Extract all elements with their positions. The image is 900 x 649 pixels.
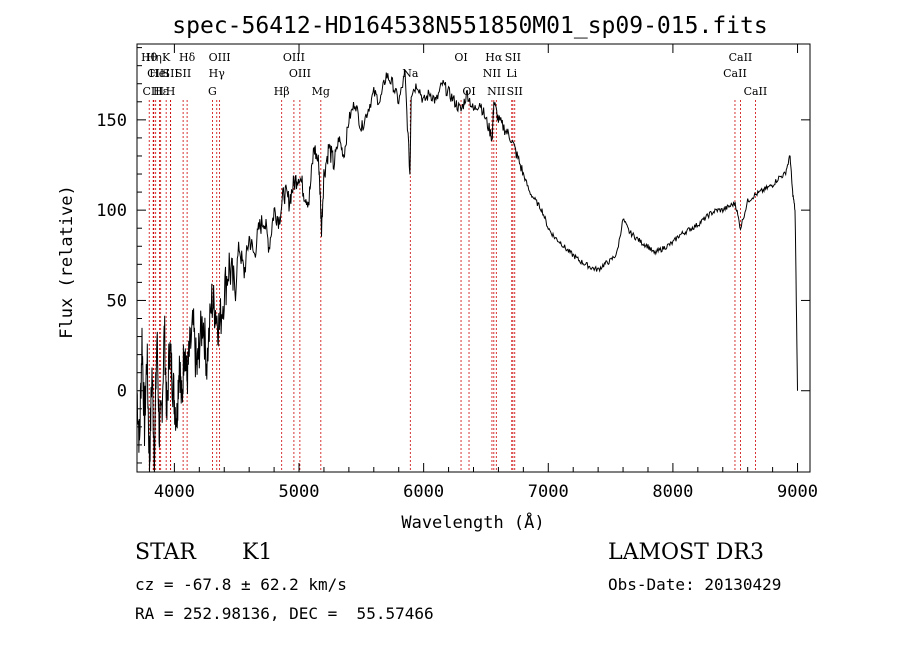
marker-label-7: Hη bbox=[146, 51, 162, 64]
marker-label-19: OI bbox=[454, 51, 467, 64]
marker-label-16: OIII bbox=[289, 67, 311, 80]
marker-label-12: Hγ bbox=[209, 67, 226, 80]
marker-label-15: OIII bbox=[283, 51, 305, 64]
x-tick-label-4000: 4000 bbox=[154, 482, 195, 502]
marker-label-13: G bbox=[208, 85, 217, 98]
marker-label-4: HeI bbox=[149, 67, 169, 80]
y-tick-label-50: 50 bbox=[107, 291, 127, 311]
marker-label-10: SII bbox=[175, 67, 191, 80]
x-axis-ticks: 4000 5000 6000 7000 8000 9000 bbox=[148, 44, 818, 502]
x-tick-label-8000: 8000 bbox=[652, 482, 693, 502]
spectrum-line bbox=[136, 70, 798, 473]
observation-date: Obs-Date: 20130429 bbox=[608, 575, 782, 594]
marker-label-6: SII bbox=[163, 67, 179, 80]
coordinates-readout: RA = 252.98136, DEC = 55.57466 bbox=[135, 604, 434, 623]
chart-title: spec-56412-HD164538N551850M01_sp09-015.f… bbox=[172, 13, 767, 39]
marker-label-21: Hα bbox=[485, 51, 503, 64]
object-class: STAR bbox=[135, 540, 196, 565]
marker-label-25: Li bbox=[506, 67, 517, 80]
marker-label-29: CaII bbox=[744, 85, 768, 98]
x-tick-label-7000: 7000 bbox=[528, 482, 569, 502]
marker-label-3: Hε bbox=[153, 85, 169, 98]
marker-label-24: SII bbox=[505, 51, 521, 64]
marker-label-26: SII bbox=[507, 85, 523, 98]
marker-label-11: OIII bbox=[209, 51, 231, 64]
x-tick-label-6000: 6000 bbox=[403, 482, 444, 502]
marker-label-27: CaII bbox=[729, 51, 753, 64]
marker-label-20: OI bbox=[462, 85, 475, 98]
marker-label-5: K bbox=[162, 51, 171, 64]
y-axis-ticks: 0 50 100 150 bbox=[96, 47, 810, 464]
marker-label-0: Hθ bbox=[141, 51, 158, 64]
y-axis-label: Flux (relative) bbox=[57, 185, 77, 339]
marker-label-1: CII bbox=[147, 67, 164, 80]
marker-label-9: Hδ bbox=[179, 51, 196, 64]
marker-label-2: CIII bbox=[142, 85, 163, 98]
x-axis-label: Wavelength (Å) bbox=[401, 511, 544, 533]
survey-name: LAMOST DR3 bbox=[608, 540, 764, 565]
marker-label-22: NII bbox=[483, 67, 501, 80]
marker-label-17: Mg bbox=[312, 85, 330, 98]
marker-label-8: H bbox=[166, 85, 176, 98]
y-tick-label-100: 100 bbox=[96, 201, 127, 221]
object-subclass: K1 bbox=[242, 540, 273, 565]
y-tick-label-0: 0 bbox=[117, 382, 127, 402]
x-tick-label-5000: 5000 bbox=[279, 482, 320, 502]
y-tick-label-150: 150 bbox=[96, 111, 127, 131]
redshift-readout: cz = -67.8 ± 62.2 km/s bbox=[135, 575, 347, 594]
marker-label-18: Na bbox=[402, 67, 419, 80]
marker-label-28: CaII bbox=[723, 67, 747, 80]
x-tick-label-9000: 9000 bbox=[777, 482, 818, 502]
marker-label-14: Hβ bbox=[274, 85, 290, 98]
marker-label-23: NII bbox=[487, 85, 505, 98]
